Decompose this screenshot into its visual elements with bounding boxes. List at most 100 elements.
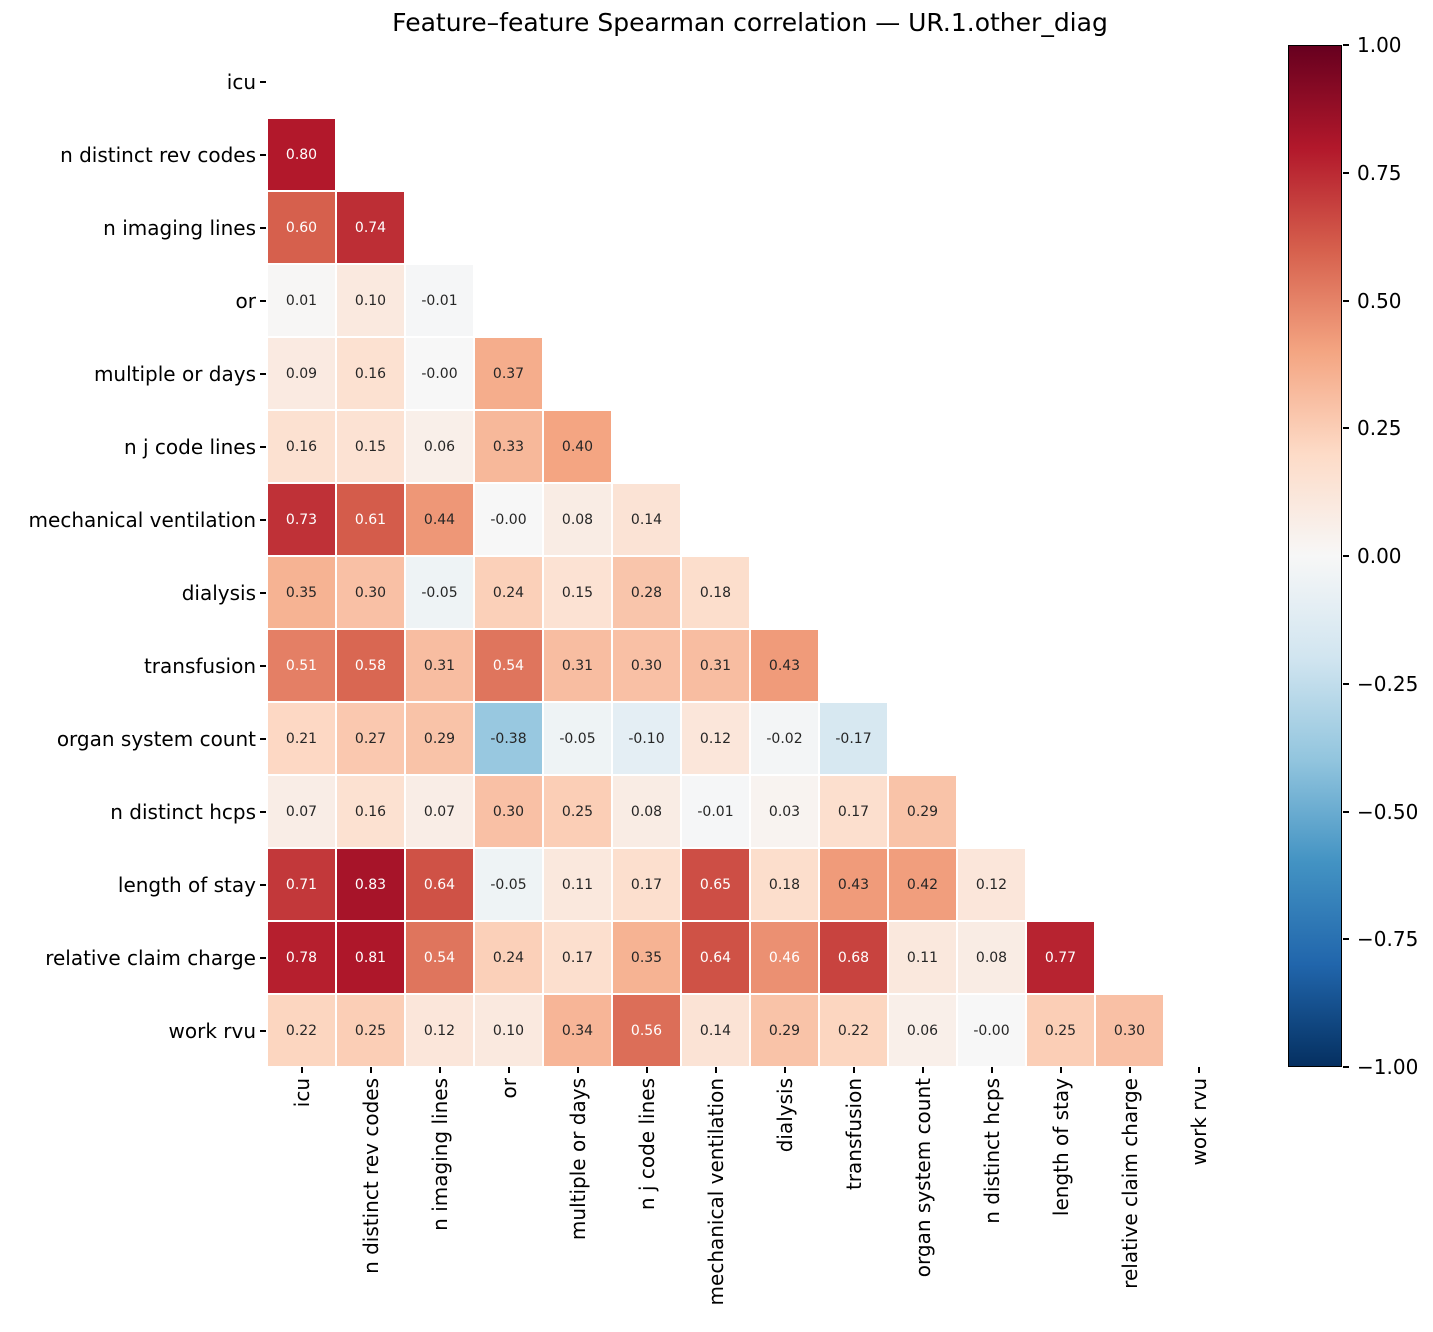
heatmap-cell: 0.64 — [681, 921, 750, 994]
y-tick-label: organ system count — [56, 726, 256, 751]
heatmap-cell: 0.25 — [336, 994, 405, 1067]
x-tick-mark — [1059, 1067, 1062, 1073]
heatmap-cell: 0.73 — [267, 483, 336, 556]
heatmap-cell: 0.31 — [543, 629, 612, 702]
cell-value: 0.12 — [699, 730, 732, 747]
cell-value: 0.17 — [837, 803, 870, 820]
cell-value: 0.31 — [699, 657, 732, 674]
x-tick-label: icu — [289, 1078, 314, 1108]
y-tick-mark — [260, 591, 266, 594]
y-tick-label: transfusion — [143, 653, 256, 678]
cell-value: 0.81 — [354, 949, 387, 966]
cell-value: 0.54 — [423, 949, 456, 966]
heatmap-cell: 0.16 — [336, 775, 405, 848]
heatmap-cell: -0.05 — [474, 848, 543, 921]
cell-value: 0.30 — [630, 657, 663, 674]
cell-value: 0.46 — [768, 949, 801, 966]
cell-value: 0.01 — [285, 292, 318, 309]
cell-value: 0.43 — [768, 657, 801, 674]
cell-value: 0.25 — [354, 1022, 387, 1039]
y-tick-label: mechanical ventilation — [28, 507, 256, 532]
cell-value: 0.09 — [285, 365, 318, 382]
x-tick-label: n distinct rev codes — [358, 1078, 383, 1274]
heatmap-cell: 0.81 — [336, 921, 405, 994]
heatmap-cell: 0.80 — [267, 118, 336, 191]
x-tick-label: organ system count — [910, 1078, 935, 1278]
x-tick-label: multiple or days — [565, 1078, 590, 1241]
cell-value: 0.07 — [285, 803, 318, 820]
y-tick-mark — [260, 737, 266, 740]
colorbar-tick-mark — [1343, 938, 1349, 941]
cell-value: 0.06 — [423, 438, 456, 455]
heatmap-cell: 0.56 — [612, 994, 681, 1067]
heatmap-cell: 0.34 — [543, 994, 612, 1067]
heatmap-cell: 0.17 — [819, 775, 888, 848]
cell-value: 0.30 — [1113, 1022, 1146, 1039]
heatmap-cell: 0.17 — [612, 848, 681, 921]
heatmap-cell: 0.40 — [543, 410, 612, 483]
x-tick-label: n imaging lines — [427, 1078, 452, 1231]
y-tick-mark — [260, 445, 266, 448]
heatmap-cell: 0.42 — [888, 848, 957, 921]
heatmap-cell: 0.37 — [474, 337, 543, 410]
heatmap-cell: 0.58 — [336, 629, 405, 702]
cell-value: 0.31 — [423, 657, 456, 674]
cell-value: 0.16 — [354, 365, 387, 382]
colorbar-tick-mark — [1343, 299, 1349, 302]
heatmap-cell: -0.00 — [405, 337, 474, 410]
y-tick-mark — [260, 664, 266, 667]
cell-value: 0.15 — [354, 438, 387, 455]
x-tick-label: work rvu — [1186, 1078, 1211, 1166]
cell-value: 0.15 — [561, 584, 594, 601]
heatmap-cell: 0.31 — [405, 629, 474, 702]
y-tick-mark — [260, 518, 266, 521]
heatmap-cell: -0.05 — [543, 702, 612, 775]
colorbar-tick-label: 0.25 — [1357, 416, 1402, 441]
heatmap-cell: 0.22 — [267, 994, 336, 1067]
cell-value: 0.51 — [285, 657, 318, 674]
cell-value: 0.25 — [1044, 1022, 1077, 1039]
colorbar-tick-label: 0.50 — [1357, 288, 1402, 313]
heatmap-cell: 0.14 — [612, 483, 681, 556]
colorbar-tick-mark — [1343, 555, 1349, 557]
colorbar-tick-mark — [1343, 44, 1349, 46]
cell-value: 0.42 — [906, 876, 939, 893]
cell-value: 0.30 — [492, 803, 525, 820]
cell-value: 0.56 — [630, 1022, 663, 1039]
cell-value: 0.08 — [975, 949, 1008, 966]
y-tick-mark — [260, 80, 266, 83]
cell-value: -0.00 — [490, 511, 527, 528]
heatmap-cell: 0.29 — [405, 702, 474, 775]
heatmap-cell: 0.64 — [405, 848, 474, 921]
x-tick-mark — [1128, 1067, 1131, 1073]
heatmap-cell: 0.83 — [336, 848, 405, 921]
x-tick-mark — [921, 1067, 924, 1073]
y-tick-mark — [260, 810, 266, 813]
heatmap-cell: 0.29 — [750, 994, 819, 1067]
heatmap-cell: 0.24 — [474, 921, 543, 994]
y-tick-label: icu — [226, 69, 256, 94]
cell-value: 0.34 — [561, 1022, 594, 1039]
cell-value: 0.06 — [906, 1022, 939, 1039]
heatmap-cell: 0.10 — [336, 264, 405, 337]
cell-value: 0.64 — [423, 876, 456, 893]
cell-value: 0.43 — [837, 876, 870, 893]
x-tick-mark — [783, 1067, 786, 1073]
heatmap-cell: 0.15 — [336, 410, 405, 483]
y-tick-label: relative claim charge — [45, 945, 256, 970]
heatmap-cell: -0.01 — [405, 264, 474, 337]
cell-value: 0.08 — [561, 511, 594, 528]
cell-value: 0.27 — [354, 730, 387, 747]
cell-value: 0.03 — [768, 803, 801, 820]
cell-value: 0.29 — [423, 730, 456, 747]
cell-value: 0.17 — [561, 949, 594, 966]
colorbar-tick-mark — [1343, 1066, 1349, 1068]
heatmap-cell: 0.08 — [612, 775, 681, 848]
cell-value: 0.40 — [561, 438, 594, 455]
cell-value: -0.05 — [421, 584, 458, 601]
cell-value: 0.35 — [285, 584, 318, 601]
heatmap-cell: 0.35 — [612, 921, 681, 994]
heatmap-cell: -0.17 — [819, 702, 888, 775]
cell-value: 0.65 — [699, 876, 732, 893]
